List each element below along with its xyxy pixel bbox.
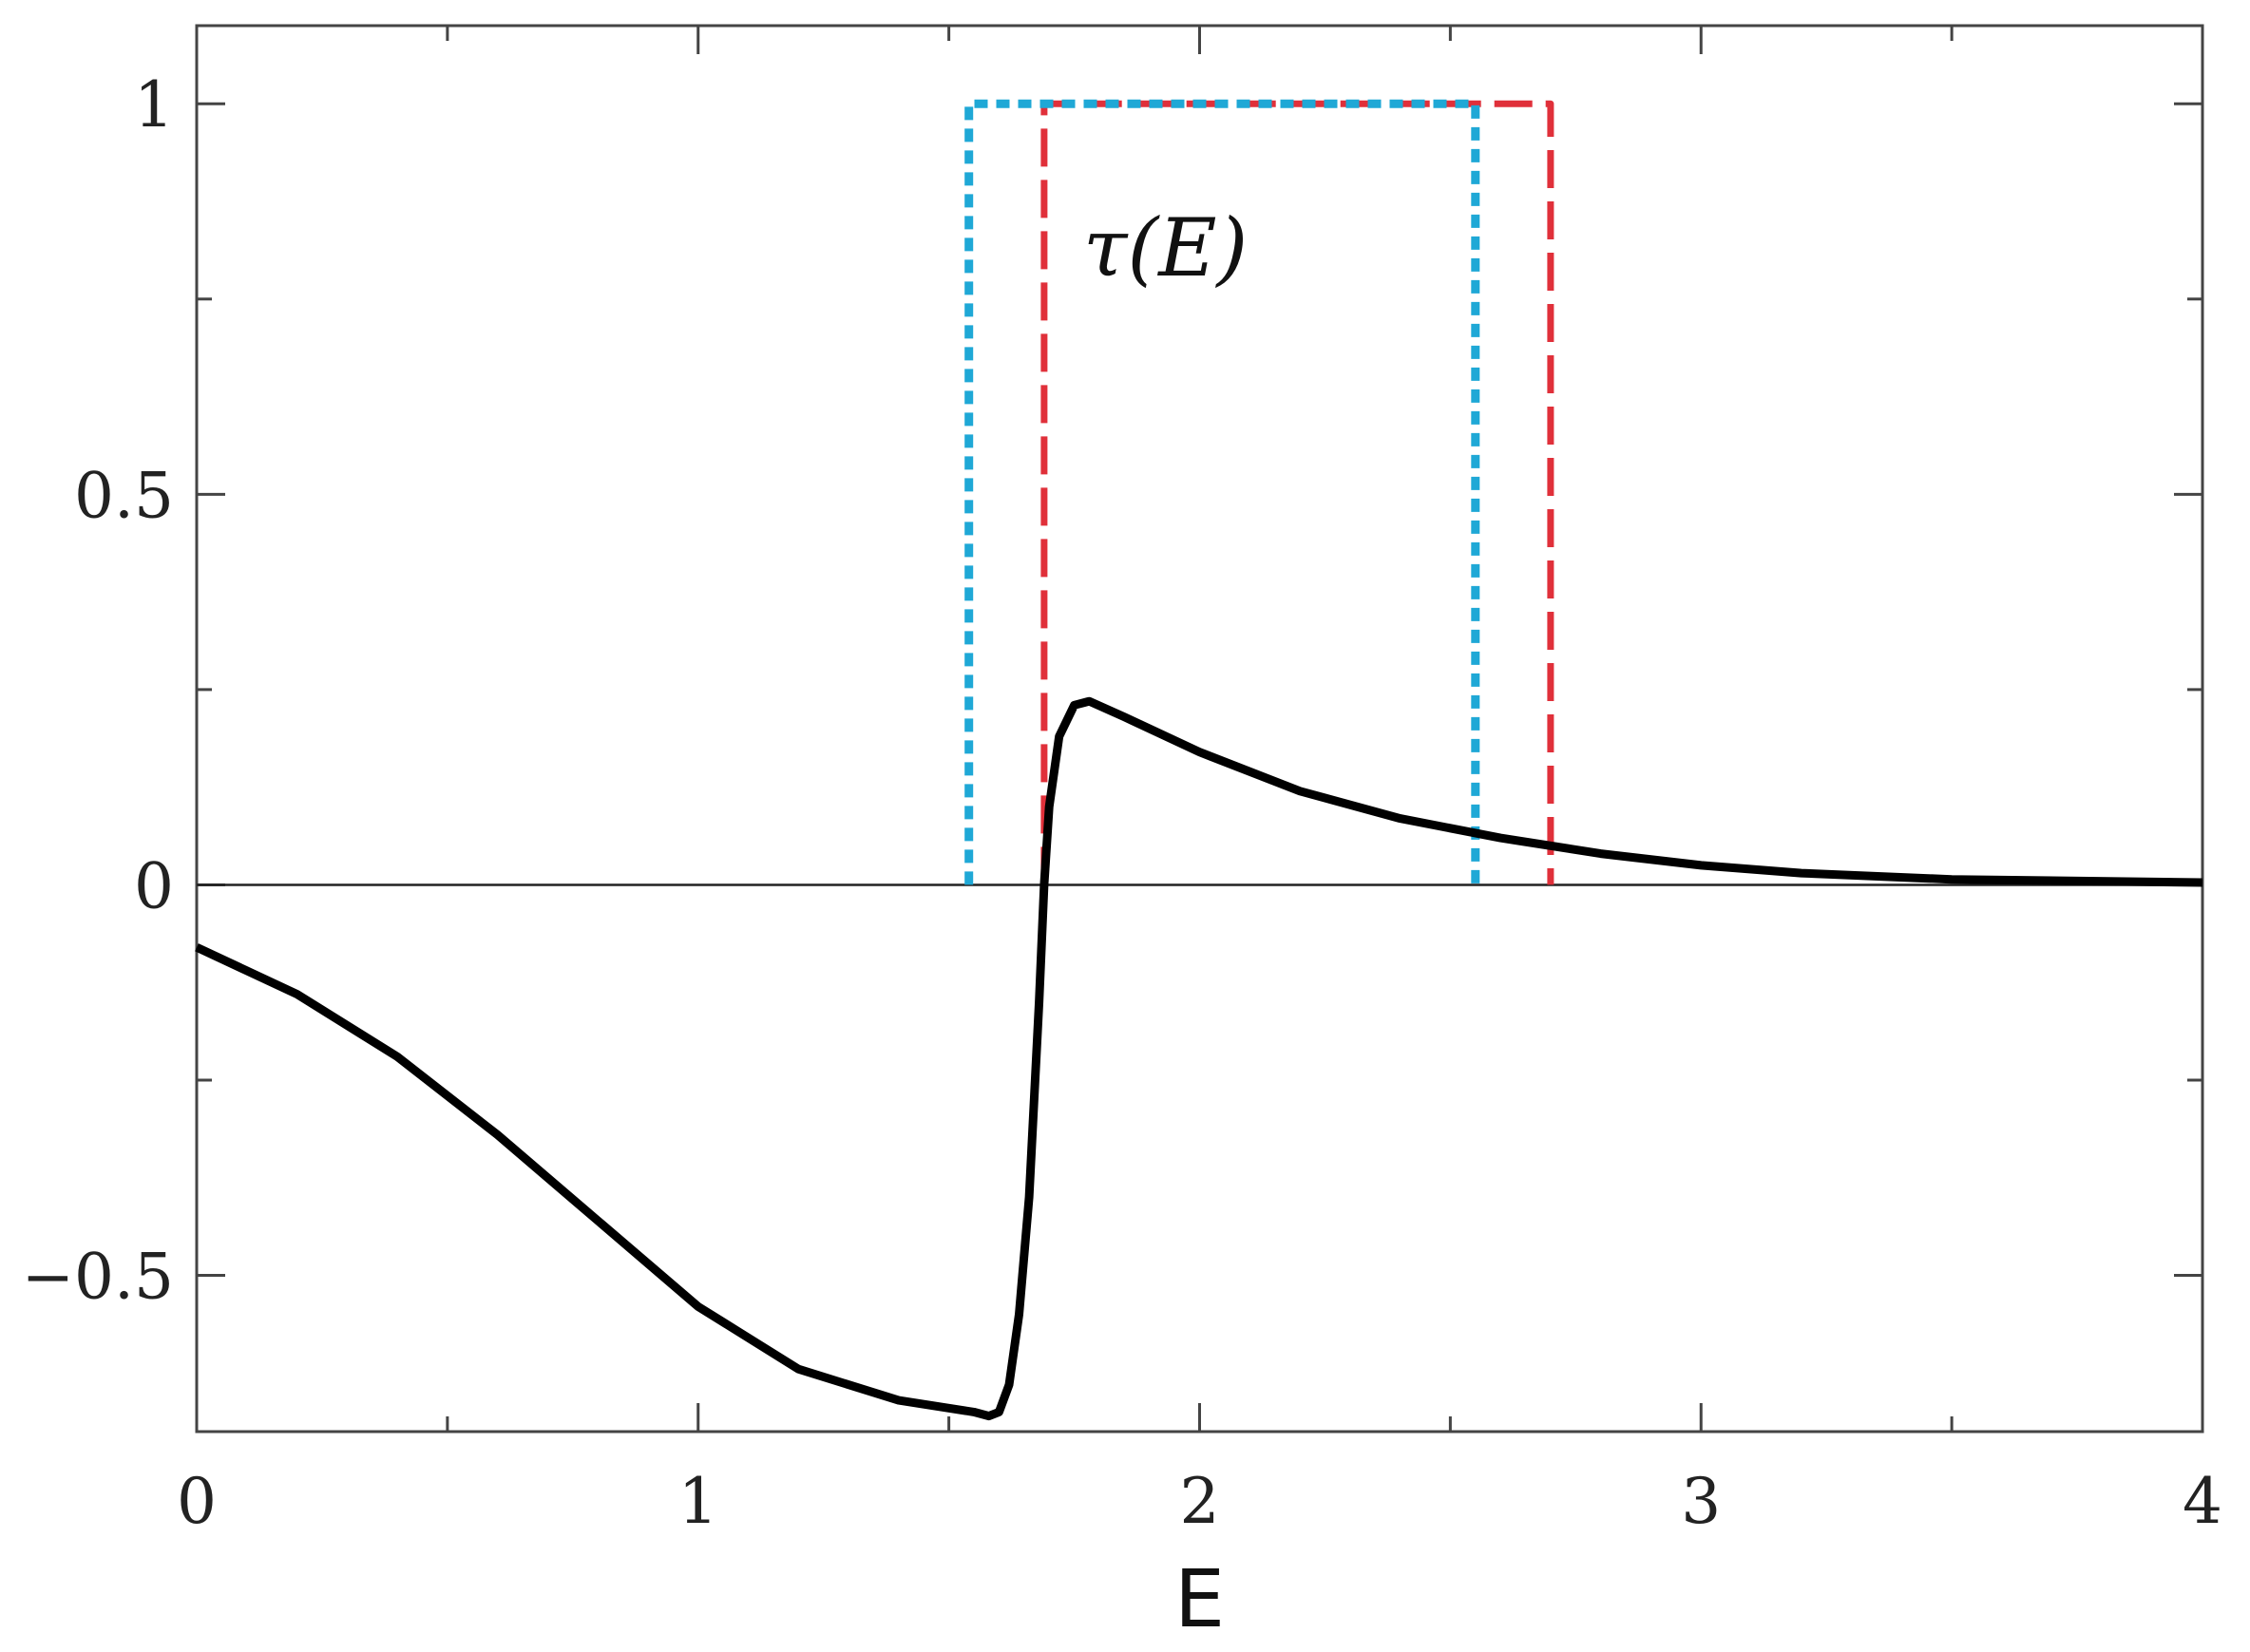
x-tick-label: 4 xyxy=(2183,1465,2222,1538)
y-tick-labels: −0.5 0 0.5 1 xyxy=(22,68,174,1313)
x-tick-label: 3 xyxy=(1681,1465,1721,1538)
tau-annotation: τ(E) xyxy=(1083,201,1248,294)
y-tick-label: 1 xyxy=(134,68,174,142)
x-tick-labels: 0 1 2 3 4 xyxy=(177,1465,2222,1538)
series-layer xyxy=(195,99,2203,1421)
y-tick-label: 0 xyxy=(134,849,174,922)
x-tick-label: 2 xyxy=(1180,1465,1220,1538)
cyan-dotted-window xyxy=(964,99,1480,885)
x-tick-label: 0 xyxy=(177,1465,217,1538)
black-curve xyxy=(195,696,2203,1421)
red-dashed-window xyxy=(1040,100,1554,885)
y-tick-label: 0.5 xyxy=(74,459,174,532)
x-axis-title: E xyxy=(1174,1552,1225,1645)
y-tick-label: −0.5 xyxy=(22,1241,174,1314)
x-tick-label: 1 xyxy=(678,1465,718,1538)
